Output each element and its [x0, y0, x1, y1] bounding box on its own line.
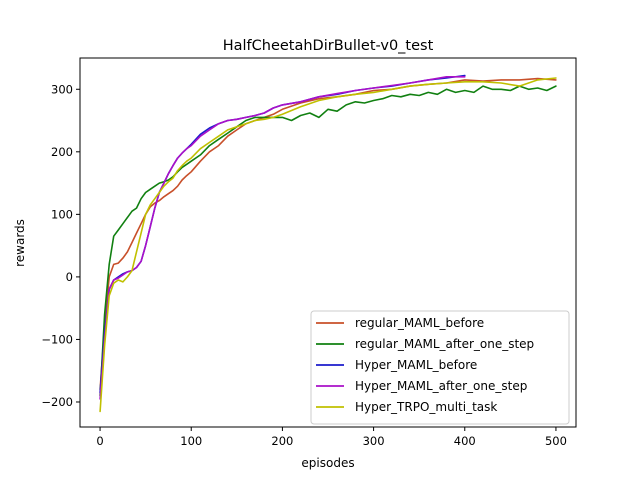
x-tick-label: 0: [96, 434, 103, 448]
series-line-regular-maml-after-one-step: [99, 85, 557, 397]
series-layer: [99, 74, 557, 413]
y-axis: −200 −100 0 100 200 300: [41, 82, 80, 409]
y-tick-label: 200: [51, 145, 73, 159]
legend-label: regular_MAML_before: [355, 316, 484, 330]
legend-label: regular_MAML_after_one_step: [355, 337, 534, 351]
legend-label: Hyper_MAML_after_one_step: [355, 379, 527, 393]
chart-title: HalfCheetahDirBullet-v0_test: [223, 38, 434, 54]
legend-label: Hyper_TRPO_multi_task: [355, 400, 497, 414]
x-axis: 0 100 200 300 400 500: [96, 427, 567, 448]
x-axis-label: episodes: [301, 456, 354, 470]
y-tick-label: −100: [41, 332, 73, 346]
y-tick-label: −200: [41, 395, 73, 409]
legend: regular_MAML_before regular_MAML_after_on…: [310, 310, 570, 425]
legend-label: Hyper_MAML_before: [355, 358, 477, 372]
legend-box: [310, 310, 570, 425]
y-tick-label: 100: [51, 207, 73, 221]
x-tick-label: 400: [454, 434, 476, 448]
plot-frame: [79, 57, 577, 428]
y-tick-label: 0: [66, 270, 73, 284]
y-axis-label: rewards: [13, 219, 27, 267]
x-tick-label: 200: [271, 434, 293, 448]
x-tick-label: 100: [180, 434, 202, 448]
y-tick-label: 300: [51, 82, 73, 96]
series-line-hyper-trpo-multi-task: [99, 77, 557, 413]
plot-area: [79, 57, 577, 428]
x-tick-label: 500: [545, 434, 567, 448]
series-line-hyper-maml-after-one-step: [99, 76, 466, 400]
x-tick-label: 300: [363, 434, 385, 448]
